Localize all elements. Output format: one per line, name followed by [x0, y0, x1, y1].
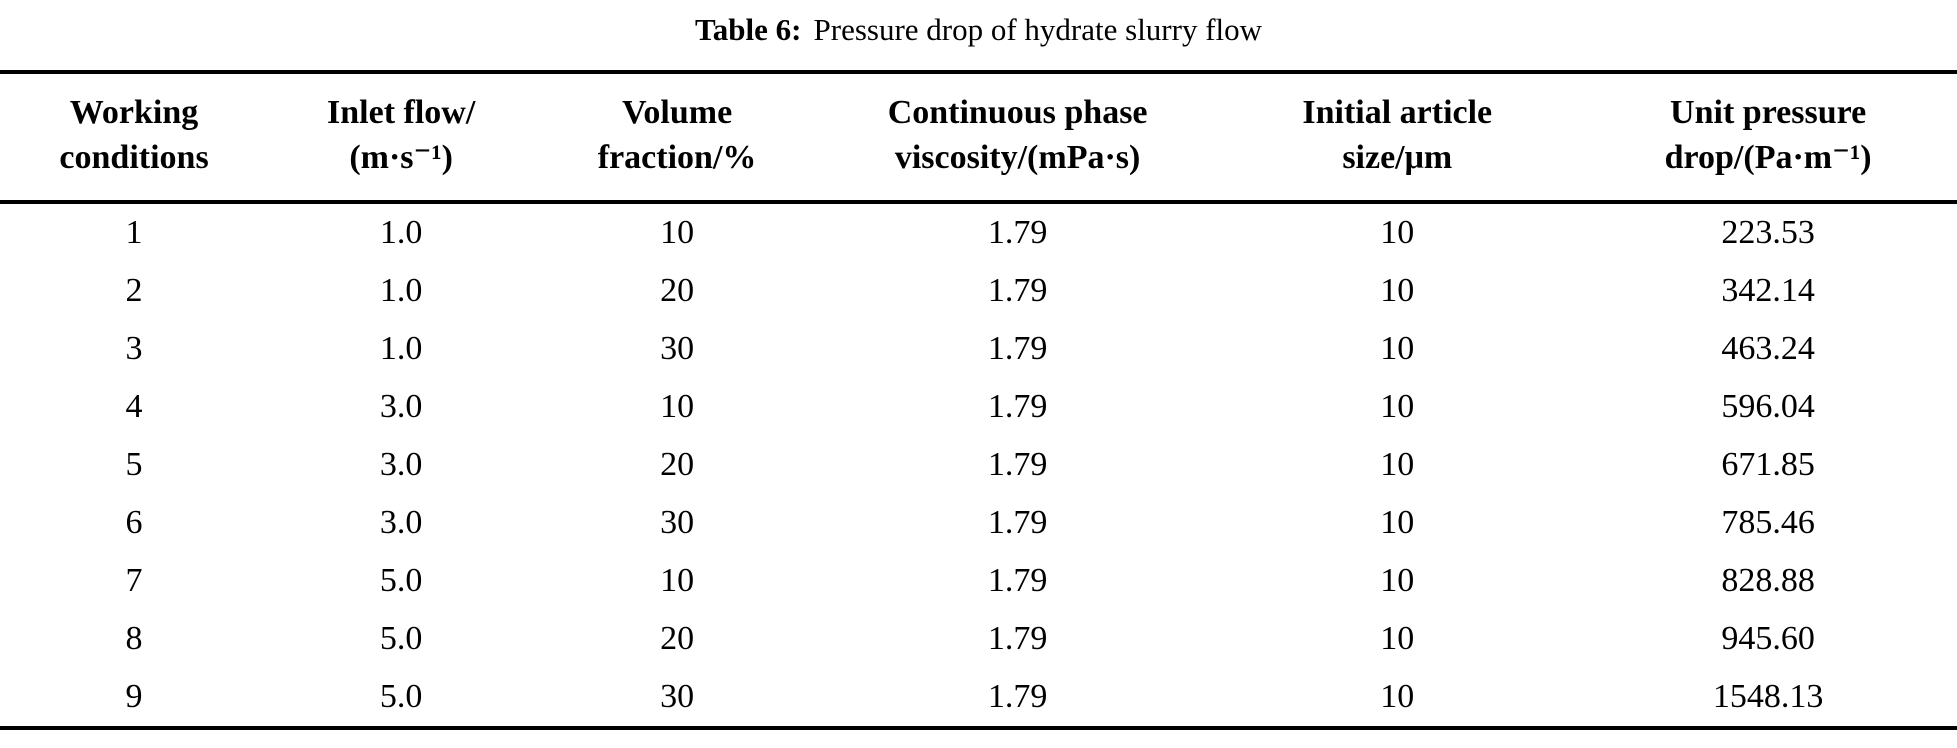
column-header-line: Inlet flow/	[327, 94, 476, 131]
table-row: 8 5.0 20 1.79 10 945.60	[0, 610, 1957, 668]
table-cell: 1.79	[987, 388, 1048, 425]
table-cell: 3	[125, 330, 143, 367]
table-cell: 5.0	[379, 620, 423, 657]
table-row: 6 3.0 30 1.79 10 785.46	[0, 494, 1957, 552]
table-cell: 1.79	[987, 214, 1048, 251]
data-table: Working conditions Inlet flow/ (m·s⁻¹) V…	[0, 70, 1957, 730]
column-header-line: Continuous phase	[887, 94, 1148, 131]
table-cell: 1	[125, 214, 143, 251]
column-header-line: Working	[69, 94, 199, 131]
column-header-line: Volume	[621, 94, 733, 131]
column-header-line: size/μm	[1342, 139, 1453, 176]
column-header-line: Unit pressure	[1670, 94, 1867, 131]
table-cell: 785.46	[1721, 504, 1815, 541]
table-cell: 2	[125, 272, 143, 309]
table-cell: 1548.13	[1712, 678, 1824, 715]
table-cell: 1.79	[987, 678, 1048, 715]
column-header-volume-fraction: Volume fraction/%	[534, 72, 820, 202]
table-cell: 342.14	[1721, 272, 1815, 309]
table-cell: 1.79	[987, 446, 1048, 483]
table-cell: 10	[1380, 388, 1415, 425]
table-cell: 4	[125, 388, 143, 425]
table-cell: 7	[125, 562, 143, 599]
table-cell: 463.24	[1721, 330, 1815, 367]
table-cell: 10	[1380, 678, 1415, 715]
table-caption-text: Pressure drop of hydrate slurry flow	[813, 12, 1263, 47]
table-cell: 10	[1380, 214, 1415, 251]
table-body: 1 1.0 10 1.79 10 223.53 2 1.0 20 1.79 10…	[0, 202, 1957, 728]
table-cell: 1.0	[379, 330, 423, 367]
table-cell: 8	[125, 620, 143, 657]
table-cell: 10	[1380, 620, 1415, 657]
table-cell: 10	[1380, 446, 1415, 483]
column-header-line: viscosity/(mPa·s)	[894, 139, 1141, 176]
table-cell: 10	[660, 562, 695, 599]
table-header: Working conditions Inlet flow/ (m·s⁻¹) V…	[0, 72, 1957, 202]
table-cell: 1.79	[987, 562, 1048, 599]
table-cell: 9	[125, 678, 143, 715]
table-cell: 10	[660, 388, 695, 425]
table-row: 7 5.0 10 1.79 10 828.88	[0, 552, 1957, 610]
table-row: 9 5.0 30 1.79 10 1548.13	[0, 668, 1957, 728]
table-cell: 30	[660, 330, 695, 367]
table-cell: 30	[660, 504, 695, 541]
table-cell: 10	[1380, 272, 1415, 309]
table-header-row: Working conditions Inlet flow/ (m·s⁻¹) V…	[0, 72, 1957, 202]
table-cell: 10	[1380, 504, 1415, 541]
table-caption-label: Table 6:	[694, 12, 802, 47]
table-cell: 10	[1380, 562, 1415, 599]
table-cell: 671.85	[1721, 446, 1815, 483]
table-row: 5 3.0 20 1.79 10 671.85	[0, 436, 1957, 494]
table-cell: 1.79	[987, 330, 1048, 367]
table-cell: 945.60	[1721, 620, 1815, 657]
table-cell: 1.79	[987, 504, 1048, 541]
table-cell: 6	[125, 504, 143, 541]
table-caption: Table 6: Pressure drop of hydrate slurry …	[0, 0, 1957, 50]
column-header-line: drop/(Pa·m⁻¹)	[1664, 139, 1872, 176]
column-header-initial-article-size: Initial article size/μm	[1215, 72, 1579, 202]
table-row: 4 3.0 10 1.79 10 596.04	[0, 378, 1957, 436]
column-header-working-conditions: Working conditions	[0, 72, 268, 202]
column-header-line: fraction/%	[597, 139, 757, 176]
table-cell: 1.79	[987, 620, 1048, 657]
table-row: 2 1.0 20 1.79 10 342.14	[0, 262, 1957, 320]
table-cell: 3.0	[379, 504, 423, 541]
table-row: 1 1.0 10 1.79 10 223.53	[0, 202, 1957, 262]
table-cell: 3.0	[379, 446, 423, 483]
column-header-continuous-phase-viscosity: Continuous phase viscosity/(mPa·s)	[820, 72, 1215, 202]
table-cell: 3.0	[379, 388, 423, 425]
table-cell: 1.0	[379, 214, 423, 251]
table-cell: 20	[660, 620, 695, 657]
table-cell: 30	[660, 678, 695, 715]
table-cell: 1.79	[987, 272, 1048, 309]
table-cell: 10	[660, 214, 695, 251]
column-header-unit-pressure-drop: Unit pressure drop/(Pa·m⁻¹)	[1579, 72, 1957, 202]
table-cell: 1.0	[379, 272, 423, 309]
column-header-line: (m·s⁻¹)	[349, 139, 453, 176]
table-cell: 20	[660, 446, 695, 483]
table-cell: 5	[125, 446, 143, 483]
table-cell: 5.0	[379, 562, 423, 599]
table-cell: 828.88	[1721, 562, 1815, 599]
table-row: 3 1.0 30 1.79 10 463.24	[0, 320, 1957, 378]
table-cell: 10	[1380, 330, 1415, 367]
table-cell: 20	[660, 272, 695, 309]
table-cell: 223.53	[1721, 214, 1815, 251]
column-header-inlet-flow: Inlet flow/ (m·s⁻¹)	[268, 72, 534, 202]
column-header-line: conditions	[59, 139, 209, 176]
table-cell: 596.04	[1721, 388, 1815, 425]
column-header-line: Initial article	[1302, 94, 1493, 131]
table-cell: 5.0	[379, 678, 423, 715]
